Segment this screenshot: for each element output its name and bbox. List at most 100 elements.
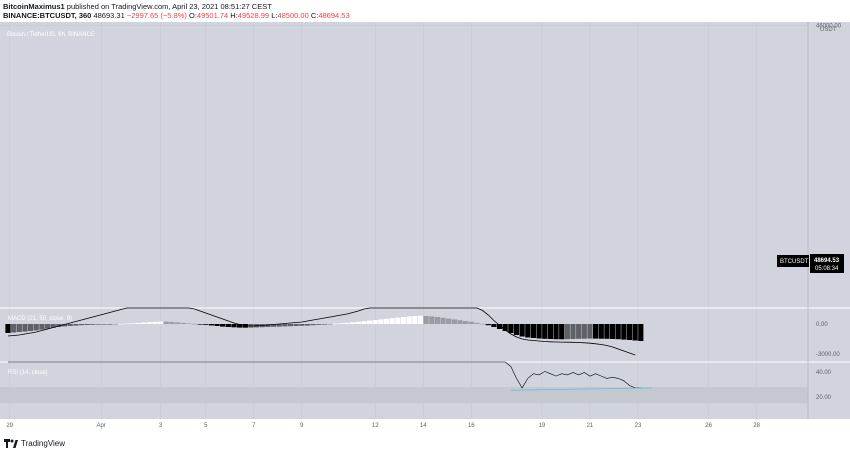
macd-bar bbox=[564, 324, 570, 340]
macd-bar bbox=[570, 324, 576, 339]
rsi-label: RSI (14, close) bbox=[8, 370, 48, 376]
time-axis-bg bbox=[0, 419, 850, 436]
rsi-trendline[interactable] bbox=[510, 387, 653, 391]
tradingview-logo[interactable]: TradingView bbox=[4, 439, 65, 448]
macd-label: MACD (21, 50, close, 9) bbox=[8, 316, 72, 322]
macd-bar bbox=[220, 324, 226, 327]
publish-header: BitcoinMaximus1 published on TradingView… bbox=[0, 0, 850, 22]
last-price-badge bbox=[810, 254, 844, 273]
macd-bar bbox=[491, 324, 497, 327]
macd-bar bbox=[496, 324, 503, 329]
macd-bar bbox=[310, 324, 316, 326]
macd-bar bbox=[615, 324, 621, 340]
tradingview-icon bbox=[4, 439, 18, 448]
macd-bar bbox=[609, 324, 616, 339]
time-tick-label: 29 bbox=[6, 423, 13, 429]
macd-bar bbox=[553, 324, 559, 340]
macd-bar bbox=[440, 317, 446, 324]
time-tick-label: 5 bbox=[204, 423, 208, 429]
high-label: H: bbox=[230, 11, 238, 20]
macd-bar bbox=[457, 320, 463, 324]
grid-lines bbox=[0, 22, 808, 419]
ohlc-line: BINANCE:BTCUSDT, 360 48693.31 −2997.65 (… bbox=[3, 11, 350, 20]
low-label: L: bbox=[271, 11, 278, 20]
macd-bar bbox=[270, 324, 277, 327]
macd-bar bbox=[287, 324, 294, 327]
macd-bar bbox=[474, 322, 480, 324]
macd-bar bbox=[395, 317, 401, 324]
macd-bar bbox=[626, 324, 633, 340]
close-label: C: bbox=[310, 11, 319, 20]
macd-bar bbox=[389, 318, 395, 324]
macd-bar bbox=[225, 324, 231, 327]
footer: TradingView bbox=[0, 436, 850, 453]
macd-bar bbox=[581, 324, 587, 339]
macd-bar bbox=[530, 324, 537, 338]
last-price: 48693.31 bbox=[93, 11, 125, 20]
macd-bar bbox=[468, 321, 474, 324]
macd-bar bbox=[56, 324, 62, 327]
close-value: 48694.53 bbox=[318, 11, 350, 20]
macd-bar bbox=[174, 322, 181, 324]
macd-bar bbox=[5, 324, 11, 333]
macd-bar bbox=[519, 324, 525, 337]
macd-bar bbox=[203, 324, 209, 325]
macd-bar bbox=[67, 324, 73, 326]
price-tick-label: 46000.00 bbox=[816, 23, 842, 29]
macd-line bbox=[7, 307, 636, 356]
macd-bar bbox=[118, 323, 124, 325]
price-change: −2997.65 (−5.8%) bbox=[126, 11, 187, 20]
macd-bar bbox=[169, 322, 175, 324]
time-tick-label: 21 bbox=[587, 423, 594, 429]
macd-bar bbox=[237, 324, 243, 328]
rsi-tick-label: 20.00 bbox=[816, 395, 832, 401]
price-axis[interactable]: 66000.0064000.0062000.0060000.0058000.00… bbox=[816, 22, 842, 29]
open-label: O: bbox=[188, 11, 197, 20]
time-axis[interactable]: 29 Apr 3 5 7 9 12 14 16 19 21 23 26 28 bbox=[6, 423, 760, 429]
time-tick-label: 14 bbox=[420, 423, 427, 429]
macd-bar bbox=[304, 324, 311, 326]
rsi-axis: 40.00 20.00 bbox=[816, 370, 832, 401]
macd-bar bbox=[587, 324, 593, 339]
macd-bar bbox=[542, 324, 548, 339]
macd-bar bbox=[480, 323, 486, 325]
macd-bar bbox=[508, 324, 514, 333]
publisher-line: BitcoinMaximus1 published on TradingView… bbox=[3, 2, 272, 11]
macd-bar bbox=[191, 323, 198, 325]
rsi-line bbox=[8, 361, 641, 389]
macd-bar bbox=[152, 321, 158, 324]
chart-background bbox=[0, 22, 850, 436]
symbol-label: BINANCE:BTCUSDT, 360 bbox=[3, 11, 92, 20]
macd-bar bbox=[129, 323, 135, 324]
macd-bar bbox=[50, 324, 56, 328]
macd-bar bbox=[33, 324, 39, 331]
time-tick-label: Apr bbox=[97, 423, 106, 429]
macd-bar bbox=[197, 324, 203, 325]
macd-bar bbox=[282, 324, 288, 327]
footer-brand: TradingView bbox=[21, 439, 66, 448]
macd-bar bbox=[378, 319, 384, 324]
macd-bar bbox=[350, 322, 356, 324]
macd-bar bbox=[338, 323, 344, 324]
macd-bar bbox=[61, 324, 68, 327]
macd-bar bbox=[434, 317, 440, 324]
macd-bar bbox=[180, 322, 186, 324]
macd-bar bbox=[559, 324, 565, 340]
macd-bar bbox=[502, 324, 508, 331]
chart-canvas[interactable]: Bitcoin / TetherUS, 6h, BINANCE MACD (21… bbox=[0, 22, 850, 436]
macd-bar bbox=[124, 323, 130, 325]
macd-tick-label: 0.00 bbox=[816, 322, 828, 328]
time-tick-label: 23 bbox=[635, 423, 642, 429]
macd-bar bbox=[135, 322, 141, 324]
rsi-band bbox=[0, 387, 808, 403]
time-tick-label: 16 bbox=[468, 423, 475, 429]
macd-bar bbox=[321, 324, 327, 325]
macd-bar bbox=[412, 316, 418, 324]
macd-bar bbox=[11, 324, 17, 333]
macd-bar bbox=[446, 318, 452, 324]
author-name[interactable]: BitcoinMaximus1 bbox=[3, 2, 65, 11]
macd-bar bbox=[327, 324, 333, 325]
macd-bar bbox=[157, 321, 164, 324]
macd-bar bbox=[146, 322, 152, 324]
rsi-tick-label: 40.00 bbox=[816, 370, 832, 376]
